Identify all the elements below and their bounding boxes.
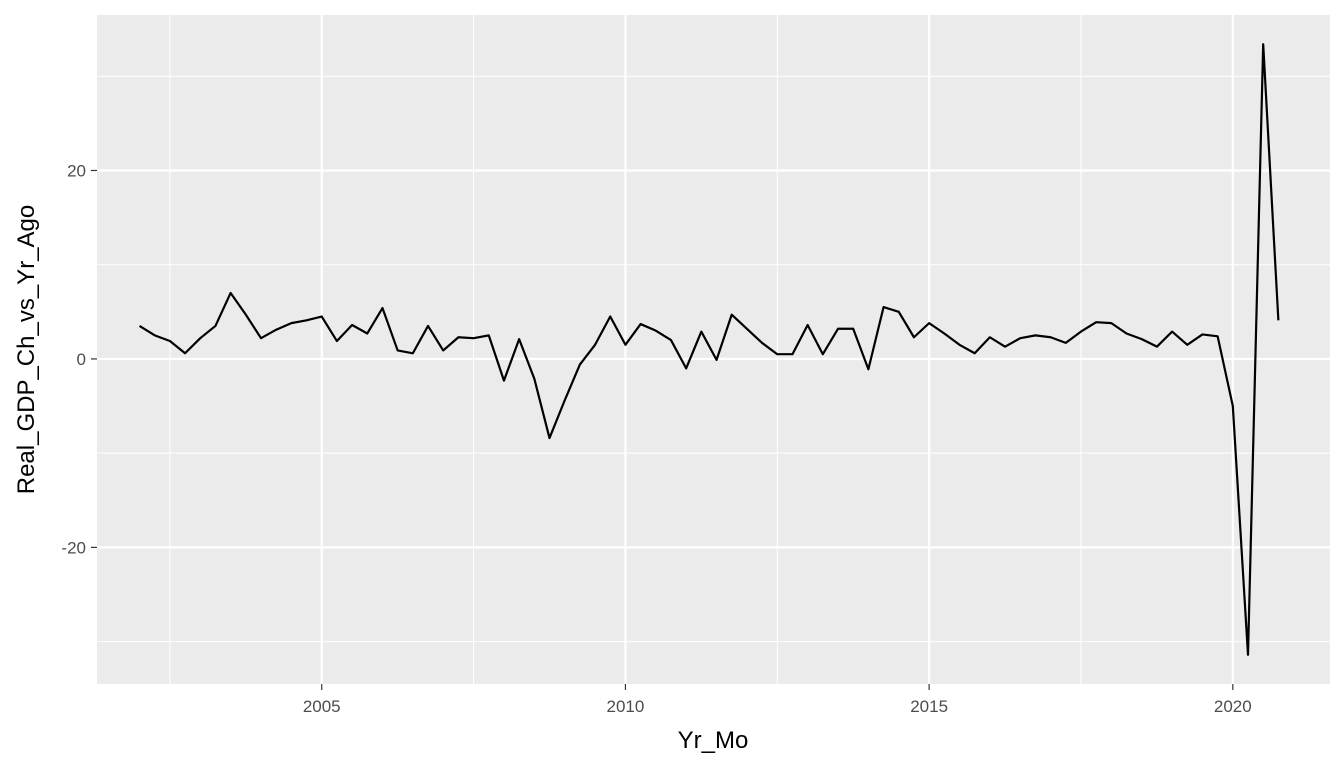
x-tick-label: 2020 [1214,697,1252,716]
series-line [138,43,1280,656]
series-layer [138,43,1280,656]
x-tick-label: 2010 [607,697,645,716]
minor-gridlines [97,15,1330,684]
y-tick-label: 20 [67,161,86,180]
x-axis-ticks: 2005 2010 2015 2020 [303,684,1252,716]
panel-background [97,15,1330,684]
y-tick-label: 0 [77,350,86,369]
y-axis-title: Real_GDP_Ch_vs_Yr_Ago [13,205,40,495]
x-tick-label: 2005 [303,697,341,716]
x-axis-title: Yr_Mo [678,727,749,754]
x-tick-label: 2015 [910,697,948,716]
y-tick-label: -20 [61,538,86,557]
major-gridlines [97,15,1330,684]
y-axis-ticks: -20 0 20 [61,161,97,557]
